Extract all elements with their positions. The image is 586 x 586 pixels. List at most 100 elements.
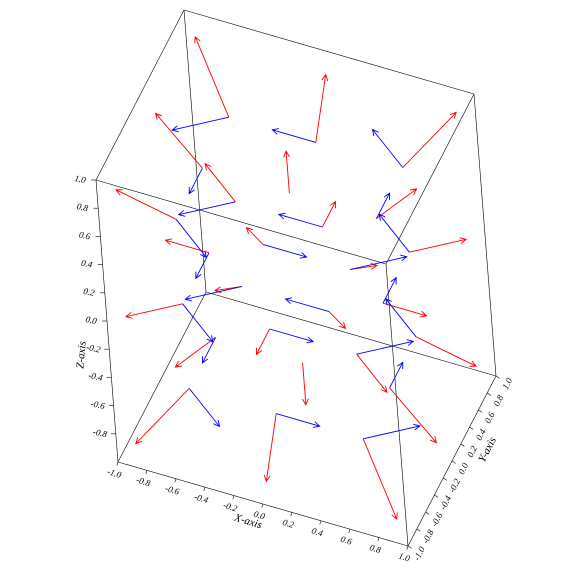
tick-mark bbox=[478, 409, 483, 413]
tick-label: -0.2 bbox=[222, 500, 239, 514]
arrow bbox=[171, 116, 229, 133]
tick-label: -0.8 bbox=[135, 475, 152, 489]
tick-mark bbox=[232, 495, 235, 500]
tick-label: -0.4 bbox=[438, 494, 454, 512]
arrow bbox=[371, 128, 404, 168]
tick-label: -0.2 bbox=[85, 342, 102, 355]
arrow bbox=[182, 303, 214, 343]
arrow bbox=[271, 128, 316, 143]
tick-label: 0.2 bbox=[82, 286, 96, 298]
tick-label: -0.6 bbox=[90, 398, 107, 411]
tick-mark bbox=[116, 461, 119, 466]
arrow bbox=[362, 438, 398, 521]
tick-mark bbox=[290, 512, 293, 517]
tick-mark bbox=[469, 426, 474, 430]
arrow bbox=[376, 192, 391, 219]
tick-mark bbox=[406, 545, 409, 550]
tick-label: 0.4 bbox=[474, 427, 488, 442]
tick-label: 0.2 bbox=[281, 517, 295, 530]
tick-label: 0.0 bbox=[252, 509, 266, 522]
tick-mark bbox=[443, 477, 447, 481]
tick-mark bbox=[348, 529, 351, 533]
box-edge bbox=[183, 9, 207, 293]
tick-label: 0.0 bbox=[456, 461, 470, 476]
arrow bbox=[356, 339, 415, 355]
arrow bbox=[385, 297, 417, 338]
arrow bbox=[276, 413, 321, 428]
tick-label: 0.8 bbox=[491, 393, 505, 408]
tick-label: -0.6 bbox=[429, 511, 445, 529]
arrow bbox=[378, 213, 410, 253]
arrow bbox=[328, 311, 347, 330]
tick-mark bbox=[407, 545, 412, 549]
tick-mark bbox=[416, 528, 421, 532]
arrow bbox=[184, 285, 243, 302]
tick-mark bbox=[434, 494, 439, 498]
tick-mark bbox=[460, 443, 465, 447]
arrow bbox=[349, 254, 408, 271]
tick-mark bbox=[495, 375, 500, 379]
tick-label: -0.4 bbox=[88, 370, 105, 383]
arrow bbox=[135, 388, 190, 445]
arrow bbox=[356, 353, 388, 394]
tick-mark bbox=[487, 392, 491, 396]
tick-mark bbox=[451, 460, 456, 464]
arrow bbox=[174, 337, 216, 368]
tick-label: -0.6 bbox=[164, 483, 181, 497]
tick-label: 0.2 bbox=[465, 444, 479, 459]
tick-label: 0.0 bbox=[85, 314, 99, 326]
vectors bbox=[115, 35, 477, 521]
tick-label: 0.8 bbox=[76, 201, 90, 213]
arrow bbox=[201, 337, 216, 364]
arrow bbox=[164, 238, 210, 254]
arrow bbox=[245, 226, 264, 245]
arrow bbox=[124, 303, 183, 319]
arrow bbox=[269, 328, 315, 344]
tick-mark bbox=[319, 520, 322, 525]
arrow bbox=[284, 297, 330, 313]
tick-label: 1.0 bbox=[397, 551, 411, 564]
arrow bbox=[154, 112, 203, 169]
arrow bbox=[322, 200, 337, 228]
tick-label: -0.8 bbox=[420, 528, 436, 546]
tick-label: -1.0 bbox=[411, 545, 427, 563]
tick-label: 0.8 bbox=[368, 542, 382, 555]
arrow bbox=[389, 387, 438, 444]
axis-labels: -1.0-0.8-0.6-0.4-0.20.00.20.40.60.81.0 -1… bbox=[74, 173, 515, 564]
tick-mark bbox=[377, 537, 380, 542]
tick-label: 1.0 bbox=[500, 376, 514, 391]
tick-mark bbox=[174, 478, 177, 483]
arrow bbox=[409, 237, 468, 253]
arrow bbox=[302, 362, 309, 406]
arrow bbox=[262, 243, 308, 259]
tick-mark bbox=[261, 503, 264, 508]
arrow bbox=[415, 336, 477, 367]
box-edge bbox=[95, 9, 185, 181]
tick-label: -0.2 bbox=[447, 477, 463, 495]
tick-label: 0.6 bbox=[483, 410, 497, 425]
tick-label: -0.8 bbox=[92, 427, 109, 440]
arrow bbox=[382, 302, 428, 318]
tick-mark bbox=[203, 487, 206, 491]
box-edge bbox=[117, 291, 207, 463]
tick-label: 0.6 bbox=[339, 534, 353, 547]
arrow bbox=[195, 252, 210, 280]
tick-label: 0.6 bbox=[78, 229, 92, 241]
arrow bbox=[382, 276, 397, 304]
arrow bbox=[194, 35, 230, 118]
tick-label: 0.4 bbox=[80, 258, 94, 270]
box-edge bbox=[473, 93, 497, 377]
tick-label: -1.0 bbox=[106, 466, 123, 480]
arrow bbox=[115, 189, 177, 220]
box-edge bbox=[205, 291, 497, 377]
tick-mark bbox=[145, 470, 148, 475]
tick-label: -0.4 bbox=[193, 491, 210, 505]
arrow bbox=[376, 188, 418, 219]
arrow bbox=[188, 167, 203, 195]
box-edge bbox=[95, 179, 387, 265]
arrow bbox=[315, 73, 329, 143]
arrow bbox=[277, 212, 323, 228]
box-edge bbox=[385, 263, 409, 547]
arrow bbox=[255, 328, 270, 356]
